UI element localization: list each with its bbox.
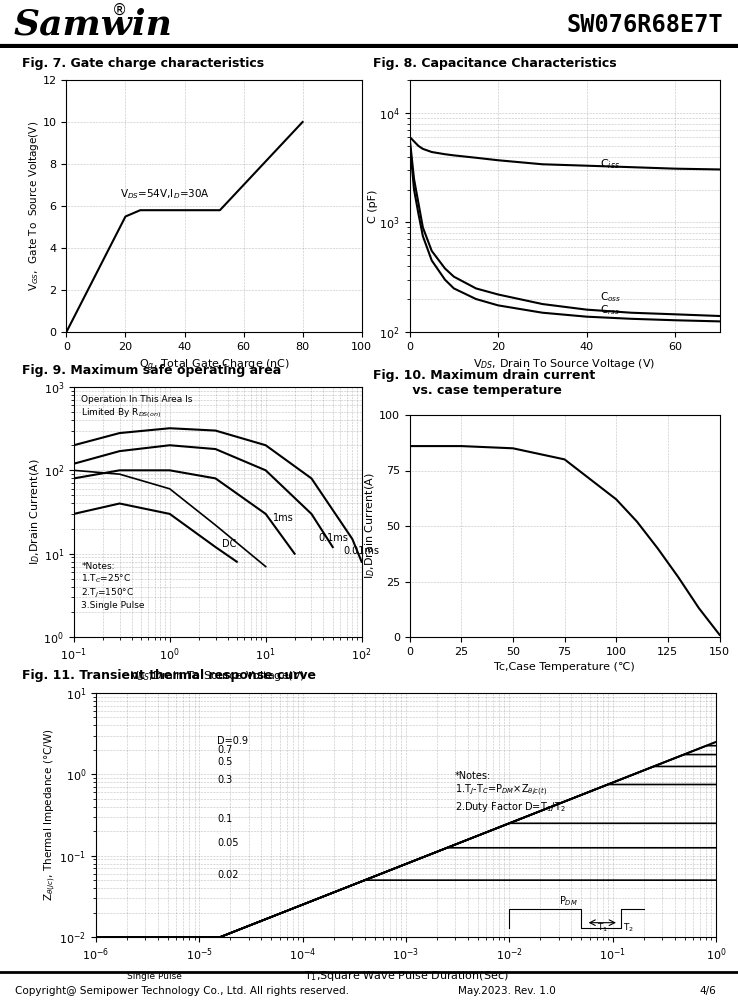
Text: Fig. 11. Transient thermal response curve: Fig. 11. Transient thermal response curv…	[22, 669, 316, 682]
Text: T$_2$: T$_2$	[623, 922, 634, 934]
Text: 4/6: 4/6	[699, 986, 716, 996]
Text: *Notes:
1.T$_C$=25°C
2.T$_J$=150°C
3.Single Pulse: *Notes: 1.T$_C$=25°C 2.T$_J$=150°C 3.Sin…	[81, 562, 145, 610]
Text: 0.5: 0.5	[218, 757, 232, 767]
Text: *Notes:
1.T$_J$-T$_C$=P$_{DM}$×Z$_{\theta jc(t)}$
2.Duty Factor D=T$_1$/T$_2$: *Notes: 1.T$_J$-T$_C$=P$_{DM}$×Z$_{\thet…	[455, 771, 566, 814]
Text: Copyright@ Semipower Technology Co., Ltd. All rights reserved.: Copyright@ Semipower Technology Co., Ltd…	[15, 986, 349, 996]
X-axis label: V$_{DS}$,Drain To Source Voltage(V): V$_{DS}$,Drain To Source Voltage(V)	[130, 669, 306, 683]
Text: Fig. 7. Gate charge characteristics: Fig. 7. Gate charge characteristics	[22, 57, 264, 70]
X-axis label: Tc,Case Temperature (℃): Tc,Case Temperature (℃)	[494, 662, 635, 672]
Text: 0.05: 0.05	[218, 838, 239, 848]
Text: ®: ®	[112, 3, 128, 18]
Text: 0.01ms: 0.01ms	[344, 546, 379, 556]
Text: 0.7: 0.7	[218, 745, 232, 755]
Y-axis label: I$_D$,Drain Current(A): I$_D$,Drain Current(A)	[29, 459, 42, 565]
Text: 0.3: 0.3	[218, 775, 232, 785]
Text: C$_{rss}$: C$_{rss}$	[600, 303, 620, 317]
Y-axis label: C (pF): C (pF)	[368, 189, 378, 223]
Y-axis label: V$_{GS}$,  Gate To  Source Voltage(V): V$_{GS}$, Gate To Source Voltage(V)	[27, 121, 41, 291]
X-axis label: V$_{DS}$, Drain To Source Voltage (V): V$_{DS}$, Drain To Source Voltage (V)	[473, 357, 656, 371]
X-axis label: Q$_g$, Total Gate Charge (nC): Q$_g$, Total Gate Charge (nC)	[139, 357, 289, 374]
Text: Fig. 10. Maximum drain current
         vs. case temperature: Fig. 10. Maximum drain current vs. case …	[373, 369, 595, 397]
Text: C$_{iss}$: C$_{iss}$	[600, 157, 620, 171]
Text: Samwin: Samwin	[13, 8, 172, 42]
Y-axis label: Z$_{\theta(jc)}$, Thermal Impedance (°C/W): Z$_{\theta(jc)}$, Thermal Impedance (°C/…	[42, 729, 58, 901]
Text: DC: DC	[222, 539, 236, 549]
Text: Single Pulse: Single Pulse	[127, 972, 182, 981]
Text: P$_{DM}$: P$_{DM}$	[559, 895, 577, 908]
Text: 0.1: 0.1	[218, 814, 232, 824]
Text: 1ms: 1ms	[273, 513, 294, 523]
Y-axis label: I$_D$,Drain Current(A): I$_D$,Drain Current(A)	[364, 473, 377, 579]
Text: D=0.9: D=0.9	[218, 736, 249, 746]
X-axis label: T$_1$,Square Wave Pulse Duration(Sec): T$_1$,Square Wave Pulse Duration(Sec)	[303, 969, 508, 983]
Text: May.2023. Rev. 1.0: May.2023. Rev. 1.0	[458, 986, 555, 996]
Text: SW076R68E7T: SW076R68E7T	[567, 13, 723, 37]
Text: 0.02: 0.02	[218, 870, 239, 880]
Text: T$_1$: T$_1$	[596, 922, 607, 934]
Text: 0.1ms: 0.1ms	[318, 533, 348, 543]
Text: Fig. 9. Maximum safe operating area: Fig. 9. Maximum safe operating area	[22, 364, 281, 377]
Text: V$_{DS}$=54V,I$_D$=30A: V$_{DS}$=54V,I$_D$=30A	[120, 188, 210, 201]
Text: Fig. 8. Capacitance Characteristics: Fig. 8. Capacitance Characteristics	[373, 57, 616, 70]
Text: C$_{oss}$: C$_{oss}$	[600, 290, 621, 304]
Text: Operation In This Area Is
Limited By R$_{DS(on)}$: Operation In This Area Is Limited By R$_…	[81, 395, 193, 420]
